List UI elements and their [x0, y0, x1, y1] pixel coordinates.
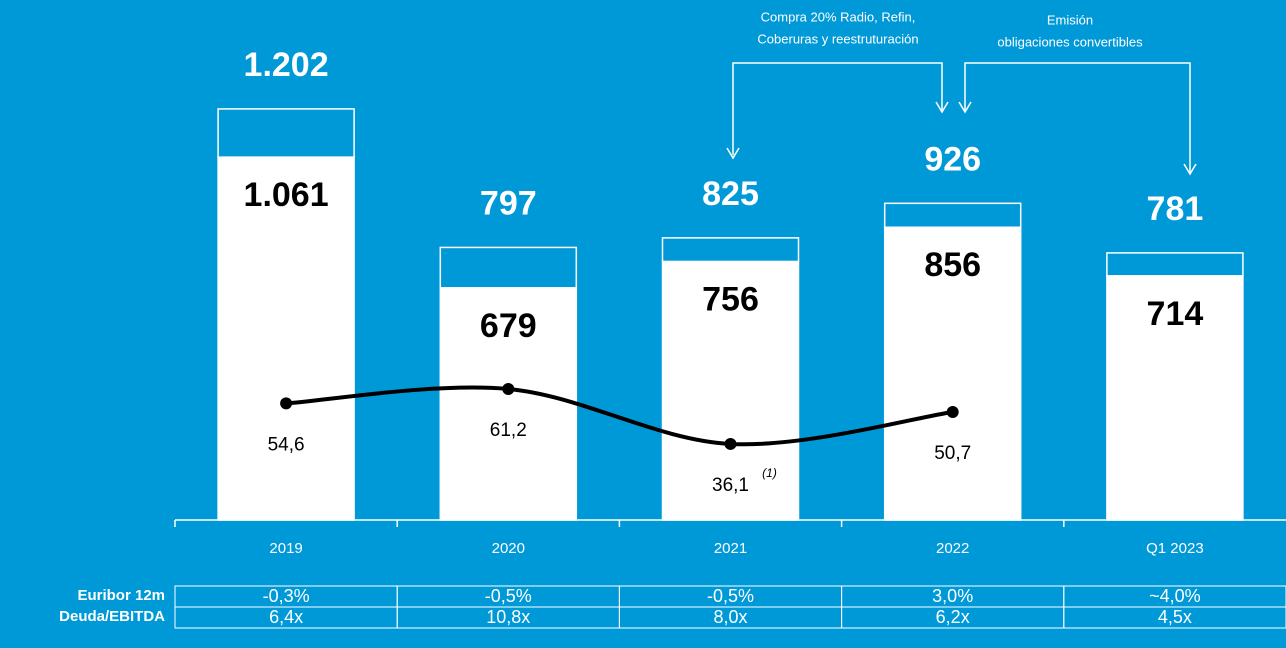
x-tick-label: Q1 2023 [1146, 540, 1204, 557]
table-cell-text: -0,5% [485, 586, 532, 606]
table-cell [1063, 606, 1286, 629]
total-label: 1.202 [244, 46, 329, 84]
arrow-head [935, 101, 949, 114]
total-label: 797 [480, 184, 537, 222]
table-cell-text: 6,2x [936, 607, 970, 627]
x-tick-label: 2021 [714, 540, 747, 557]
bar-label: 856 [924, 246, 981, 284]
row-label: Deuda/EBITDA [59, 608, 165, 625]
row-label: Euribor 12m [77, 587, 165, 604]
table-cell-text: -0,3% [263, 586, 310, 606]
table-cell-text: 10,8x [486, 607, 530, 627]
total-label: 825 [702, 175, 759, 213]
bar-label: 1.061 [244, 176, 329, 214]
bar-label: 756 [702, 280, 759, 318]
bar-segment [217, 156, 355, 521]
table-cell-text: 4,5x [1158, 607, 1192, 627]
annotation: Emisión [1047, 12, 1093, 27]
arrow-head [726, 147, 740, 160]
annotation: Compra 20% Radio, Refin, [761, 9, 916, 24]
arrow [732, 62, 943, 155]
bar-segment [883, 202, 1022, 228]
line-label: 54,6 [268, 434, 305, 455]
total-label: 781 [1147, 190, 1204, 228]
arrow-head [958, 101, 972, 114]
bar-label: 679 [480, 307, 537, 345]
annotation-arrows [726, 62, 1197, 176]
bar-segment [439, 246, 578, 289]
line-point [502, 382, 515, 395]
annotation: Coberuras y reestruturación [757, 31, 918, 46]
bar-segment [1106, 252, 1244, 277]
x-tick-label: 2022 [936, 540, 969, 557]
arrow [964, 62, 1191, 172]
total-label: 926 [924, 140, 981, 178]
x-tick-label: 2020 [492, 540, 525, 557]
bar-segment [661, 260, 800, 521]
line-point [946, 405, 959, 418]
table-cell-text: -0,5% [707, 586, 754, 606]
table-cell-text: ~4,0% [1149, 586, 1201, 606]
x-tick-label: 2019 [269, 540, 302, 557]
bar-label: 714 [1147, 295, 1204, 333]
table-cell-text: 8,0x [713, 607, 747, 627]
arrow-head [1183, 163, 1197, 176]
line [285, 385, 953, 447]
table-cell-text: 3,0% [932, 586, 973, 606]
annotation: obligaciones convertibles [997, 34, 1143, 49]
line-label: 36,1 [712, 475, 749, 496]
table-cell-text: 6,4x [269, 607, 303, 627]
line-label: 50,7 [934, 443, 971, 464]
bar-segment [439, 287, 578, 521]
bar-segment [1106, 275, 1244, 521]
line-point [724, 437, 737, 450]
line-point [280, 397, 293, 410]
bar-segment [883, 226, 1022, 521]
line-label: 61,2 [490, 420, 527, 441]
footnote: (1) [762, 466, 777, 480]
bar-segment [661, 237, 800, 263]
bar-segment [217, 108, 355, 158]
